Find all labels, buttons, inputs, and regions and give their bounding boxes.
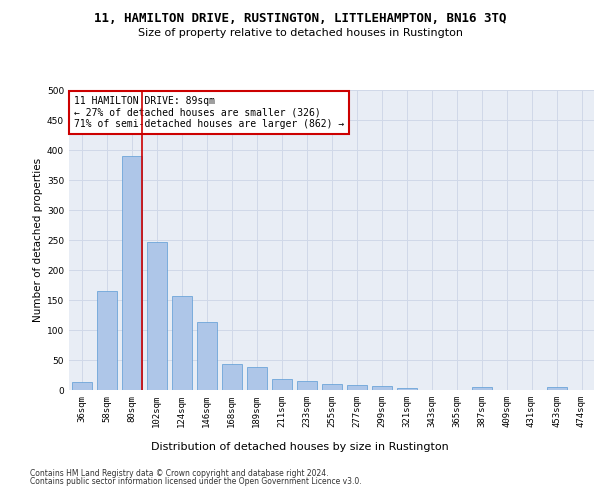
- Bar: [296, 381, 317, 390]
- Bar: [71, 382, 91, 390]
- Bar: [271, 378, 292, 390]
- Bar: [97, 291, 116, 390]
- Bar: [121, 156, 142, 390]
- Bar: [146, 242, 167, 390]
- Bar: [172, 296, 191, 390]
- Text: Distribution of detached houses by size in Rustington: Distribution of detached houses by size …: [151, 442, 449, 452]
- Text: Contains public sector information licensed under the Open Government Licence v3: Contains public sector information licen…: [30, 477, 362, 486]
- Bar: [547, 387, 566, 390]
- Bar: [247, 366, 266, 390]
- Bar: [221, 364, 241, 390]
- Text: 11, HAMILTON DRIVE, RUSTINGTON, LITTLEHAMPTON, BN16 3TQ: 11, HAMILTON DRIVE, RUSTINGTON, LITTLEHA…: [94, 12, 506, 26]
- Text: Size of property relative to detached houses in Rustington: Size of property relative to detached ho…: [137, 28, 463, 38]
- Bar: [397, 388, 416, 390]
- Bar: [347, 384, 367, 390]
- Y-axis label: Number of detached properties: Number of detached properties: [33, 158, 43, 322]
- Text: 11 HAMILTON DRIVE: 89sqm
← 27% of detached houses are smaller (326)
71% of semi-: 11 HAMILTON DRIVE: 89sqm ← 27% of detach…: [74, 96, 344, 129]
- Bar: [322, 384, 341, 390]
- Text: Contains HM Land Registry data © Crown copyright and database right 2024.: Contains HM Land Registry data © Crown c…: [30, 468, 329, 477]
- Bar: [371, 386, 392, 390]
- Bar: [197, 322, 217, 390]
- Bar: [472, 387, 491, 390]
